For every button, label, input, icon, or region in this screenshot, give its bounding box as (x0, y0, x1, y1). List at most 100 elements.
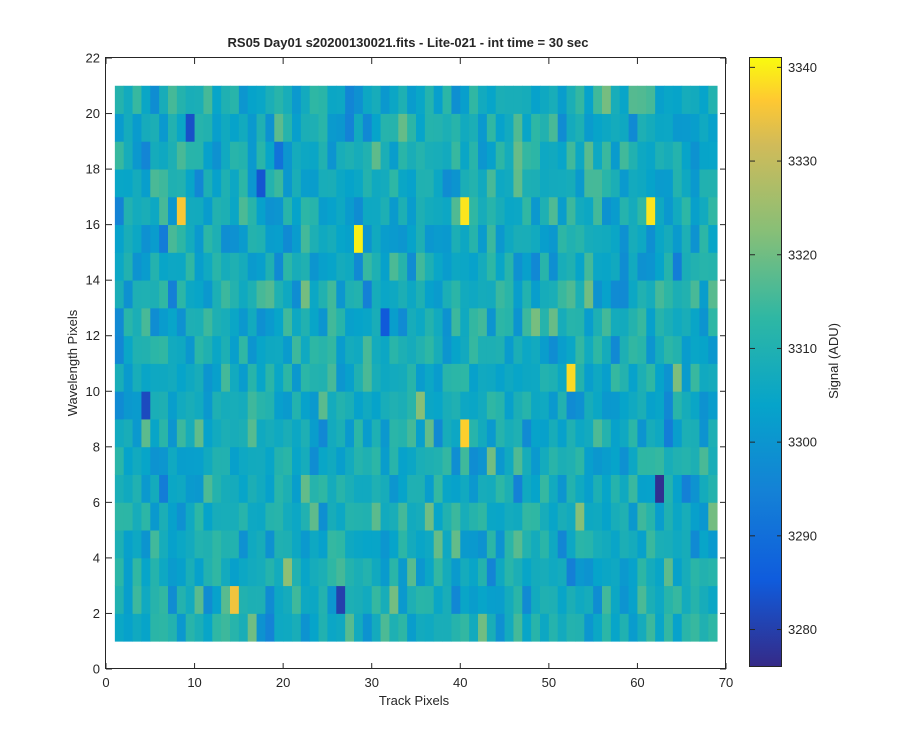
heatmap-cell (132, 252, 142, 281)
heatmap-cell (540, 446, 550, 475)
heatmap-cell (380, 113, 390, 142)
heatmap-cell (203, 252, 213, 281)
heatmap-cell (522, 363, 532, 392)
heatmap-cell (168, 613, 178, 642)
heatmap-cell (478, 196, 488, 226)
heatmap-cell (513, 613, 523, 642)
heatmap-cell (371, 85, 381, 114)
heatmap-cell (114, 557, 125, 587)
heatmap-cell (212, 141, 222, 170)
heatmap-cell (159, 530, 169, 559)
heatmap-cell (664, 474, 674, 503)
heatmap-cell (619, 391, 629, 420)
heatmap-cell (354, 613, 364, 642)
heatmap-cell (389, 335, 399, 364)
heatmap-cell (451, 224, 461, 253)
heatmap-cell (690, 224, 700, 253)
heatmap-cell (371, 252, 381, 281)
heatmap-cell (362, 530, 373, 559)
heatmap-cell (540, 141, 550, 170)
heatmap-cell (336, 530, 346, 559)
heatmap-cell (238, 224, 249, 253)
heatmap-cell (194, 252, 204, 281)
heatmap-cell (504, 391, 514, 420)
heatmap-cell (300, 613, 311, 642)
heatmap-cell (433, 557, 443, 587)
heatmap-cell (486, 446, 497, 475)
heatmap-cell (646, 141, 656, 170)
heatmap-cell (593, 280, 603, 309)
heatmap-cell (283, 169, 293, 198)
heatmap-cell (212, 474, 222, 503)
heatmap-cell (265, 141, 275, 170)
heatmap-cell (619, 530, 629, 559)
heatmap-cell (318, 113, 328, 142)
heatmap-cell (114, 335, 125, 364)
heatmap-cell (292, 252, 302, 281)
heatmap-cell (424, 530, 435, 559)
heatmap-cell (416, 113, 426, 142)
heatmap-cell (681, 196, 691, 226)
heatmap-cell (318, 196, 328, 226)
heatmap-cell (212, 391, 222, 420)
heatmap-cell (256, 419, 266, 448)
heatmap-cell (628, 585, 638, 614)
heatmap-cell (123, 252, 133, 281)
heatmap-cell (610, 85, 621, 114)
heatmap-cell (690, 613, 700, 642)
heatmap-cell (584, 502, 594, 531)
heatmap-cell (655, 335, 665, 364)
heatmap-cell (168, 419, 178, 448)
heatmap-cell (531, 391, 541, 420)
heatmap-cell (442, 585, 452, 614)
heatmap-cell (371, 613, 381, 642)
heatmap-cell (159, 85, 169, 114)
heatmap-cell (540, 335, 550, 364)
heatmap-cell (584, 446, 594, 475)
heatmap-cell (575, 363, 585, 392)
heatmap-cell (380, 530, 390, 559)
heatmap-cell (203, 224, 213, 253)
heatmap-cell (212, 530, 222, 559)
heatmap-cell (664, 113, 674, 142)
heatmap-cell (247, 335, 257, 364)
heatmap-cell (123, 224, 133, 253)
heatmap-cell (602, 169, 612, 198)
heatmap-cell (575, 446, 585, 475)
heatmap-cell (265, 169, 275, 198)
heatmap-cell (637, 85, 647, 114)
heatmap-cell (212, 113, 222, 142)
heatmap-cell (424, 474, 435, 503)
heatmap-cell (628, 363, 638, 392)
heatmap-cell (566, 307, 576, 337)
heatmap-cell (176, 224, 187, 253)
heatmap-cell (185, 252, 195, 281)
heatmap-cell (247, 613, 257, 642)
heatmap-cell (637, 252, 647, 281)
heatmap-cell (265, 85, 275, 114)
heatmap-cell (132, 141, 142, 170)
heatmap-cell (540, 224, 550, 253)
heatmap-cell (593, 169, 603, 198)
heatmap-cell (566, 557, 576, 587)
heatmap-cell (221, 613, 231, 642)
heatmap-cell (442, 85, 452, 114)
y-axis: 0 2 4 6 8 10 12 14 16 18 20 22 (86, 51, 726, 677)
heatmap-cell (283, 141, 293, 170)
heatmap-cell (354, 113, 364, 142)
heatmap-cell (690, 85, 700, 114)
heatmap-cell (460, 85, 470, 114)
heatmap-cell (699, 391, 709, 420)
heatmap-cell (274, 446, 284, 475)
heatmap-cell (265, 391, 275, 420)
heatmap-cell (256, 307, 266, 337)
heatmap-cell (336, 85, 346, 114)
heatmap-cell (123, 502, 133, 531)
heatmap-cell (150, 502, 160, 531)
heatmap-cell (681, 557, 691, 587)
heatmap-cell (300, 335, 311, 364)
heatmap-cell (132, 446, 142, 475)
heatmap-cell (380, 446, 390, 475)
heatmap-cell (575, 85, 585, 114)
heatmap-cell (362, 502, 373, 531)
